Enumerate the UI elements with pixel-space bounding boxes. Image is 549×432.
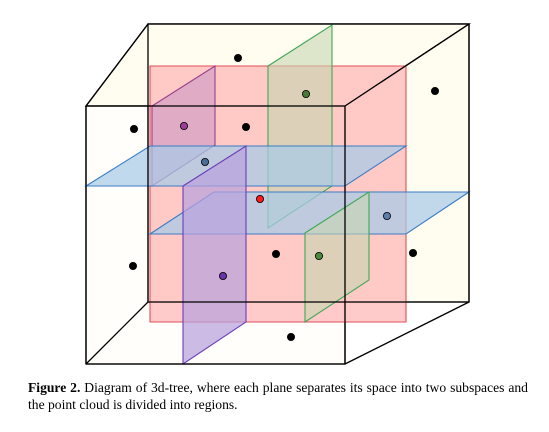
point-p1 <box>233 54 242 63</box>
cube-edge <box>344 301 470 365</box>
point-p5 <box>241 123 250 132</box>
point-p3 <box>129 125 138 134</box>
cube-edge <box>344 23 470 107</box>
point-p9 <box>382 211 391 220</box>
cube-edges <box>85 23 470 365</box>
point-p14 <box>218 271 227 280</box>
point-p10 <box>128 261 137 270</box>
point-cloud <box>128 54 439 341</box>
cube-edge <box>85 23 149 107</box>
figure-caption: Figure 2. Diagram of 3d-tree, where each… <box>28 379 528 413</box>
point-p11 <box>271 249 280 258</box>
point-p6 <box>301 90 310 99</box>
point-p15 <box>286 332 295 341</box>
caption-text: Diagram of 3d-tree, where each plane sep… <box>28 380 528 412</box>
point-p7 <box>200 157 209 166</box>
point-p8 <box>255 194 264 203</box>
kd-tree-diagram <box>84 23 472 366</box>
point-p12 <box>314 251 323 260</box>
caption-label: Figure 2. <box>28 380 81 395</box>
point-p4 <box>179 122 188 131</box>
cube-edge <box>85 301 149 365</box>
green-split-plane-lower <box>304 190 370 324</box>
purple-split-plane <box>182 144 247 366</box>
point-p13 <box>408 248 417 257</box>
kd-tree-figure <box>84 23 472 366</box>
point-p2 <box>430 87 439 96</box>
